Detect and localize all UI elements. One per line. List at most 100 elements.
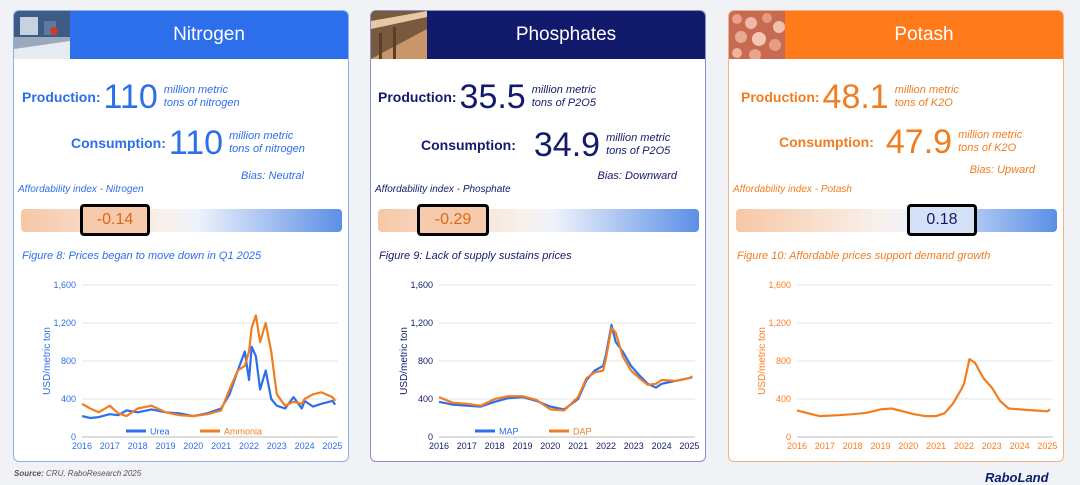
legend-label: Ammonia xyxy=(224,427,262,437)
phosphates-figure-title: Figure 9: Lack of supply sustains prices xyxy=(379,250,572,262)
potash-bias: Bias: Upward xyxy=(969,164,1035,176)
x-tick-label: 2023 xyxy=(267,441,287,451)
y-tick-label: 800 xyxy=(776,356,791,366)
potash-affordability-gradient xyxy=(736,209,1057,232)
unit-line-2: tons of nitrogen xyxy=(229,143,305,155)
phosphates-affordability-value: -0.29 xyxy=(417,204,489,236)
production-value: 48.1 xyxy=(822,78,889,116)
x-tick-label: 2018 xyxy=(843,441,863,451)
phosphates-photo xyxy=(371,11,427,59)
consumption-value: 47.9 xyxy=(885,123,953,161)
legend-label: DAP xyxy=(573,427,592,437)
x-tick-label: 2021 xyxy=(211,441,231,451)
series-line-potash xyxy=(796,357,1051,418)
unit-line-1: million metric xyxy=(606,132,671,144)
unit-line-1: million metric xyxy=(229,130,294,142)
phosphates-production: Production: 35.5 million metric tons of P… xyxy=(378,80,596,114)
y-tick-label: 800 xyxy=(418,356,433,366)
y-tick-label: 0 xyxy=(71,432,76,442)
unit-line-1: million metric xyxy=(531,84,596,96)
x-tick-label: 2019 xyxy=(512,441,532,451)
potash-affordability-value: 0.18 xyxy=(907,204,977,236)
phosphates-panel: Phosphates Production: 35.5 million metr… xyxy=(370,10,706,462)
x-tick-label: 2017 xyxy=(100,441,120,451)
x-tick-label: 2018 xyxy=(485,441,505,451)
consumption-label: Consumption: xyxy=(71,135,166,151)
y-tick-label: 0 xyxy=(428,432,433,442)
y-tick-label: 1,200 xyxy=(53,318,76,328)
phosphates-price-chart: 0 400 800 1,200 1,600 2016 2017 2018 2019 2020 202… xyxy=(399,280,699,451)
x-tick-label: 2020 xyxy=(898,441,918,451)
production-unit: million metric tons of K2O xyxy=(895,84,959,110)
potash-figure-title: Figure 10: Affordable prices support dem… xyxy=(737,250,991,262)
source-text: CRU, RaboResearch 2025 xyxy=(46,469,142,478)
potash-consumption: Consumption: 47.9 million metric tons of … xyxy=(779,125,1022,159)
unit-line-1: million metric xyxy=(163,84,228,96)
x-tick-label: 2019 xyxy=(155,441,175,451)
phosphates-bias: Bias: Downward xyxy=(597,170,677,182)
series-line-map xyxy=(438,323,693,411)
x-tick-label: 2021 xyxy=(926,441,946,451)
x-tick-label: 2024 xyxy=(652,441,672,451)
potash-production: Production: 48.1 million metric tons of K… xyxy=(741,80,959,114)
x-tick-label: 2016 xyxy=(429,441,449,451)
potash-photo xyxy=(729,11,785,59)
nitrogen-bias: Bias: Neutral xyxy=(241,170,304,182)
nitrogen-panel: Nitrogen Production: 110 million metric t… xyxy=(13,10,349,462)
x-tick-label: 2023 xyxy=(624,441,644,451)
nitrogen-consumption: Consumption: 110 million metric tons of n… xyxy=(71,126,305,160)
consumption-label: Consumption: xyxy=(421,137,516,153)
y-tick-label: 1,600 xyxy=(768,280,791,290)
series-line-urea xyxy=(81,345,337,420)
potash-affordability-title: Affordability index - Potash xyxy=(733,184,852,195)
x-tick-label: 2019 xyxy=(870,441,890,451)
unit-line-1: million metric xyxy=(958,129,1023,141)
y-tick-label: 400 xyxy=(61,394,76,404)
phosphates-title: Phosphates xyxy=(515,24,617,45)
x-tick-label: 2022 xyxy=(239,441,259,451)
consumption-label: Consumption: xyxy=(779,134,874,150)
x-tick-label: 2020 xyxy=(540,441,560,451)
nitrogen-photo xyxy=(14,11,70,59)
x-tick-label: 2025 xyxy=(679,441,699,451)
unit-line-1: million metric xyxy=(894,84,959,96)
brand-logo: RaboLand xyxy=(985,470,1049,485)
x-tick-label: 2025 xyxy=(1037,441,1057,451)
y-tick-label: 400 xyxy=(776,394,791,404)
x-tick-label: 2016 xyxy=(787,441,807,451)
y-tick-label: 400 xyxy=(418,394,433,404)
consumption-unit: million metric tons of P2O5 xyxy=(606,132,670,158)
x-tick-label: 2022 xyxy=(954,441,974,451)
production-unit: million metric tons of P2O5 xyxy=(532,84,596,110)
nitrogen-figure-title: Figure 8: Prices began to move down in Q… xyxy=(22,250,262,262)
series-line-dap xyxy=(438,326,693,412)
x-tick-label: 2025 xyxy=(322,441,342,451)
consumption-unit: million metric tons of K2O xyxy=(958,129,1022,155)
nitrogen-header: Nitrogen xyxy=(14,11,348,59)
y-tick-label: 1,600 xyxy=(410,280,433,290)
x-tick-label: 2024 xyxy=(295,441,315,451)
y-axis-label: USD/metric ton xyxy=(42,327,53,395)
x-tick-label: 2016 xyxy=(72,441,92,451)
nitrogen-title: Nitrogen xyxy=(173,24,245,45)
y-tick-label: 800 xyxy=(61,356,76,366)
phosphates-consumption: Consumption: 34.9 million metric tons of … xyxy=(421,128,670,162)
x-tick-label: 2020 xyxy=(183,441,203,451)
x-tick-label: 2017 xyxy=(457,441,477,451)
unit-line-2: tons of K2O xyxy=(958,142,1017,154)
consumption-unit: million metric tons of nitrogen xyxy=(229,130,305,156)
x-tick-label: 2023 xyxy=(982,441,1002,451)
production-unit: million metric tons of nitrogen xyxy=(164,84,240,110)
x-tick-label: 2017 xyxy=(815,441,835,451)
production-value: 35.5 xyxy=(459,78,526,116)
source-label: Source: xyxy=(14,469,44,478)
y-axis-label: USD/metric ton xyxy=(757,327,768,395)
potash-title: Potash xyxy=(894,24,954,45)
potash-price-chart: 0 400 800 1,200 1,600 2016 2017 2018 2019 2020 202… xyxy=(757,280,1057,451)
potash-panel: Potash Production: 48.1 million metric to… xyxy=(728,10,1064,462)
series-line-ammonia xyxy=(81,314,337,418)
nitrogen-production: Production: 110 million metric tons of ni… xyxy=(22,80,240,114)
phosphates-affordability-title: Affordability index - Phosphate xyxy=(375,184,511,195)
production-value: 110 xyxy=(103,78,158,116)
unit-line-2: tons of P2O5 xyxy=(606,145,671,157)
